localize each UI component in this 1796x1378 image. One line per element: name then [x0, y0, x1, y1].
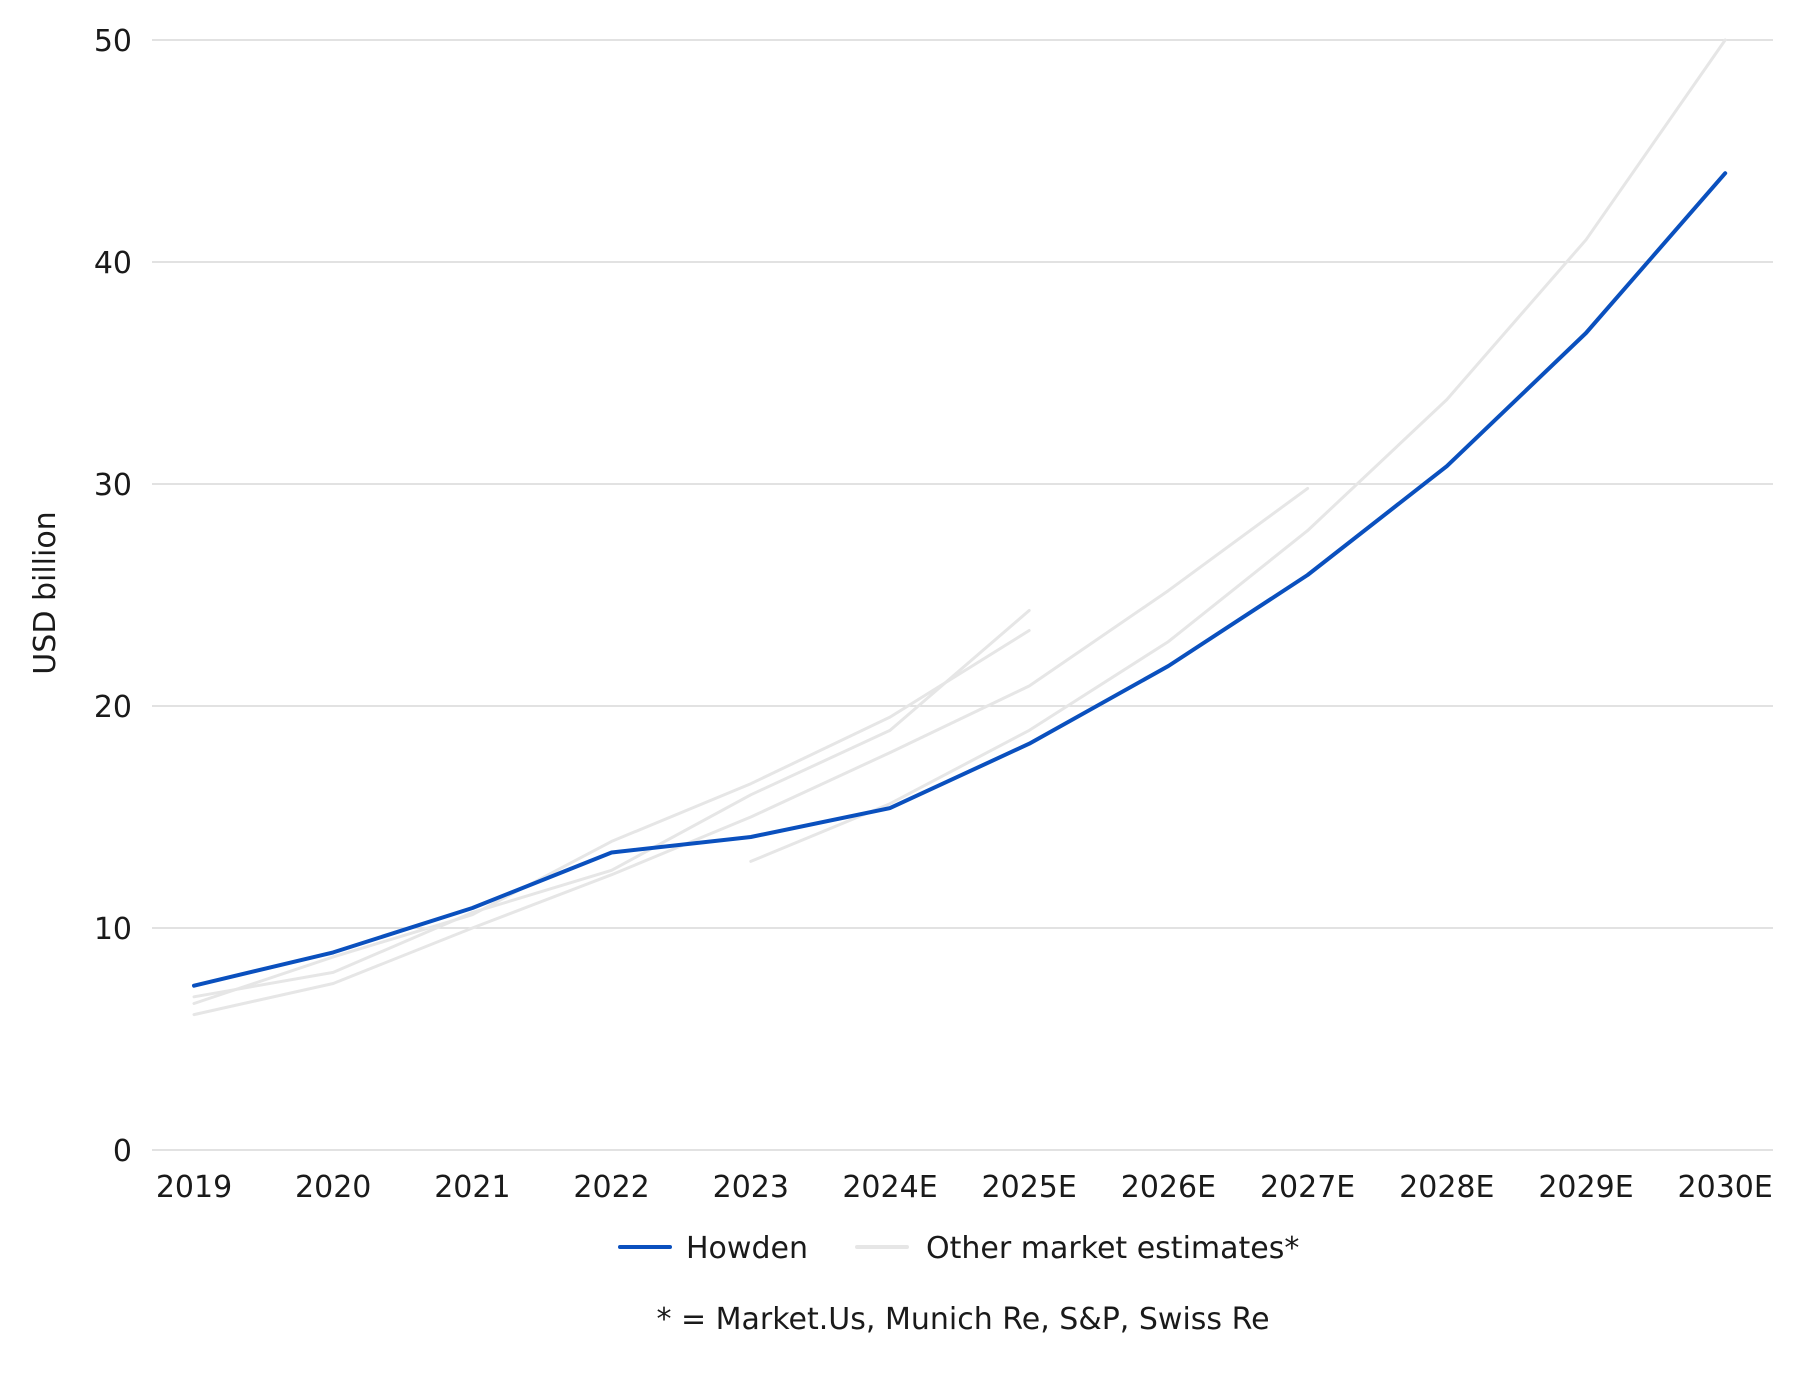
gridlines [152, 39, 1773, 1151]
legend-label: Howden [686, 1231, 808, 1266]
y-tick-label: 0 [113, 1134, 132, 1169]
x-tick-label: 2025E [982, 1170, 1077, 1205]
legend: Howden Other market estimates* [618, 1231, 1299, 1266]
x-tick-label: 2030E [1678, 1170, 1773, 1205]
y-axis-title: USD billion [28, 511, 63, 674]
x-axis-tick-labels: 2019 2020 2021 2022 2023 2024E 2025E 2026E 2027E… [156, 1170, 1773, 1205]
series-line-other-estimate-4 [749, 38, 1727, 863]
legend-label: Other market estimates* [926, 1231, 1299, 1266]
y-tick-label: 50 [94, 24, 132, 59]
series-line-other-estimate-3 [192, 486, 1310, 1017]
x-tick-label: 2024E [842, 1170, 937, 1205]
x-tick-label: 2022 [573, 1170, 649, 1205]
y-tick-label: 20 [94, 690, 132, 725]
x-tick-label: 2027E [1260, 1170, 1355, 1205]
x-tick-label: 2023 [713, 1170, 789, 1205]
x-tick-label: 2028E [1399, 1170, 1494, 1205]
series-line-other-estimate-2 [192, 609, 1031, 999]
y-tick-label: 10 [94, 912, 132, 947]
y-tick-label: 40 [94, 246, 132, 281]
series-line-other-estimate-1 [192, 629, 1031, 1005]
y-tick-label: 30 [94, 468, 132, 503]
x-tick-label: 2021 [434, 1170, 510, 1205]
series-line-howden [192, 171, 1728, 988]
y-axis-tick-labels: 0 10 20 30 40 50 [94, 24, 132, 1169]
x-tick-label: 2020 [295, 1170, 371, 1205]
x-tick-label: 2019 [156, 1170, 232, 1205]
x-tick-label: 2029E [1538, 1170, 1633, 1205]
series-lines [192, 38, 1728, 1017]
x-tick-label: 2026E [1121, 1170, 1216, 1205]
footnote: * = Market.Us, Munich Re, S&P, Swiss Re [656, 1302, 1269, 1337]
